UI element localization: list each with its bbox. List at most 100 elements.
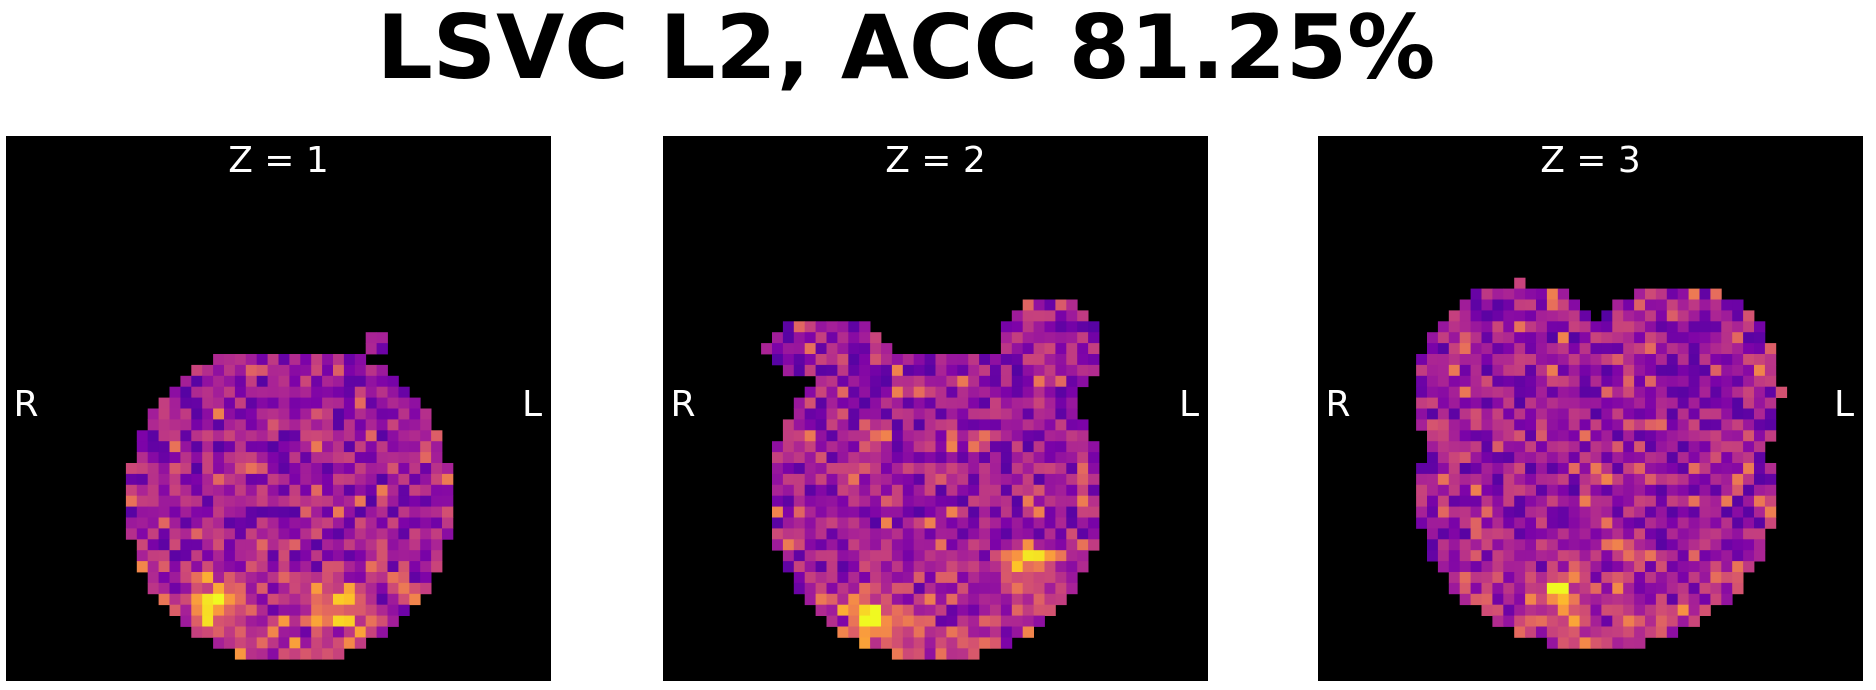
voxel	[1655, 354, 1668, 366]
voxel	[826, 397, 838, 409]
voxel	[881, 463, 893, 475]
voxel	[1011, 550, 1024, 562]
voxel	[859, 408, 871, 420]
voxel	[1754, 354, 1766, 366]
voxel	[442, 473, 454, 486]
voxel	[354, 615, 367, 627]
voxel	[1612, 354, 1624, 366]
voxel	[1710, 484, 1722, 497]
voxel	[322, 463, 334, 475]
voxel	[256, 582, 268, 595]
voxel	[859, 604, 871, 616]
voxel	[1601, 484, 1613, 497]
voxel	[224, 463, 236, 475]
voxel	[387, 386, 399, 398]
voxel	[256, 441, 268, 453]
voxel	[420, 419, 432, 431]
voxel	[804, 332, 816, 344]
voxel	[1088, 343, 1100, 355]
voxel	[1470, 375, 1482, 388]
voxel	[147, 572, 159, 584]
voxel	[1666, 539, 1679, 551]
voxel	[1481, 375, 1493, 388]
voxel	[1666, 506, 1679, 518]
voxel	[1525, 310, 1537, 322]
voxel	[1033, 604, 1045, 616]
voxel	[1055, 408, 1067, 420]
voxel	[804, 561, 816, 573]
voxel	[1634, 299, 1646, 311]
voxel	[376, 539, 388, 551]
voxel	[826, 463, 838, 475]
voxel	[1066, 343, 1078, 355]
voxel	[420, 582, 432, 595]
voxel	[1492, 463, 1504, 475]
voxel	[1000, 364, 1013, 377]
voxel	[1645, 452, 1657, 464]
voxel	[213, 375, 225, 388]
voxel	[1470, 299, 1482, 311]
voxel	[125, 473, 138, 486]
voxel	[1437, 452, 1450, 464]
voxel	[158, 473, 170, 486]
voxel	[191, 506, 203, 518]
voxel	[1579, 539, 1591, 551]
voxel	[1655, 386, 1668, 398]
voxel	[1623, 593, 1635, 606]
voxel	[1033, 343, 1045, 355]
voxel	[957, 572, 969, 584]
voxel	[924, 572, 936, 584]
voxel	[870, 354, 882, 366]
voxel	[881, 528, 893, 540]
voxel	[234, 637, 247, 649]
voxel	[158, 517, 170, 529]
voxel	[1470, 582, 1482, 595]
voxel	[1677, 572, 1689, 584]
voxel	[213, 452, 225, 464]
voxel	[267, 386, 279, 398]
voxel	[859, 343, 871, 355]
voxel	[1623, 495, 1635, 507]
voxel	[1645, 354, 1657, 366]
voxel	[1677, 386, 1689, 398]
voxel	[322, 550, 334, 562]
voxel	[946, 495, 958, 507]
voxel	[1623, 604, 1635, 616]
voxel	[1655, 615, 1668, 627]
voxel	[1568, 506, 1580, 518]
voxel	[1481, 539, 1493, 551]
voxel	[180, 550, 192, 562]
voxel	[793, 506, 806, 518]
voxel	[793, 550, 806, 562]
voxel	[322, 354, 334, 366]
voxel	[136, 430, 149, 442]
voxel	[1514, 288, 1526, 300]
voxel	[1044, 495, 1056, 507]
voxel	[1612, 419, 1624, 431]
voxel	[191, 604, 203, 616]
voxel	[1655, 593, 1668, 606]
voxel	[1055, 299, 1067, 311]
voxel	[1655, 430, 1668, 442]
voxel	[1427, 528, 1439, 540]
voxel	[1732, 506, 1744, 518]
voxel	[1470, 484, 1482, 497]
voxel	[1481, 299, 1493, 311]
voxel	[180, 408, 192, 420]
voxel	[191, 593, 203, 606]
voxel	[1568, 582, 1580, 595]
voxel	[815, 539, 827, 551]
voxel	[946, 582, 958, 595]
voxel	[431, 539, 443, 551]
voxel	[1634, 473, 1646, 486]
voxel	[354, 452, 367, 464]
voxel	[1666, 430, 1679, 442]
voxel	[1666, 582, 1679, 595]
voxel	[289, 626, 301, 638]
voxel	[870, 550, 882, 562]
voxel	[180, 386, 192, 398]
voxel	[1612, 441, 1624, 453]
voxel	[968, 408, 980, 420]
voxel	[881, 550, 893, 562]
voxel	[1721, 408, 1733, 420]
